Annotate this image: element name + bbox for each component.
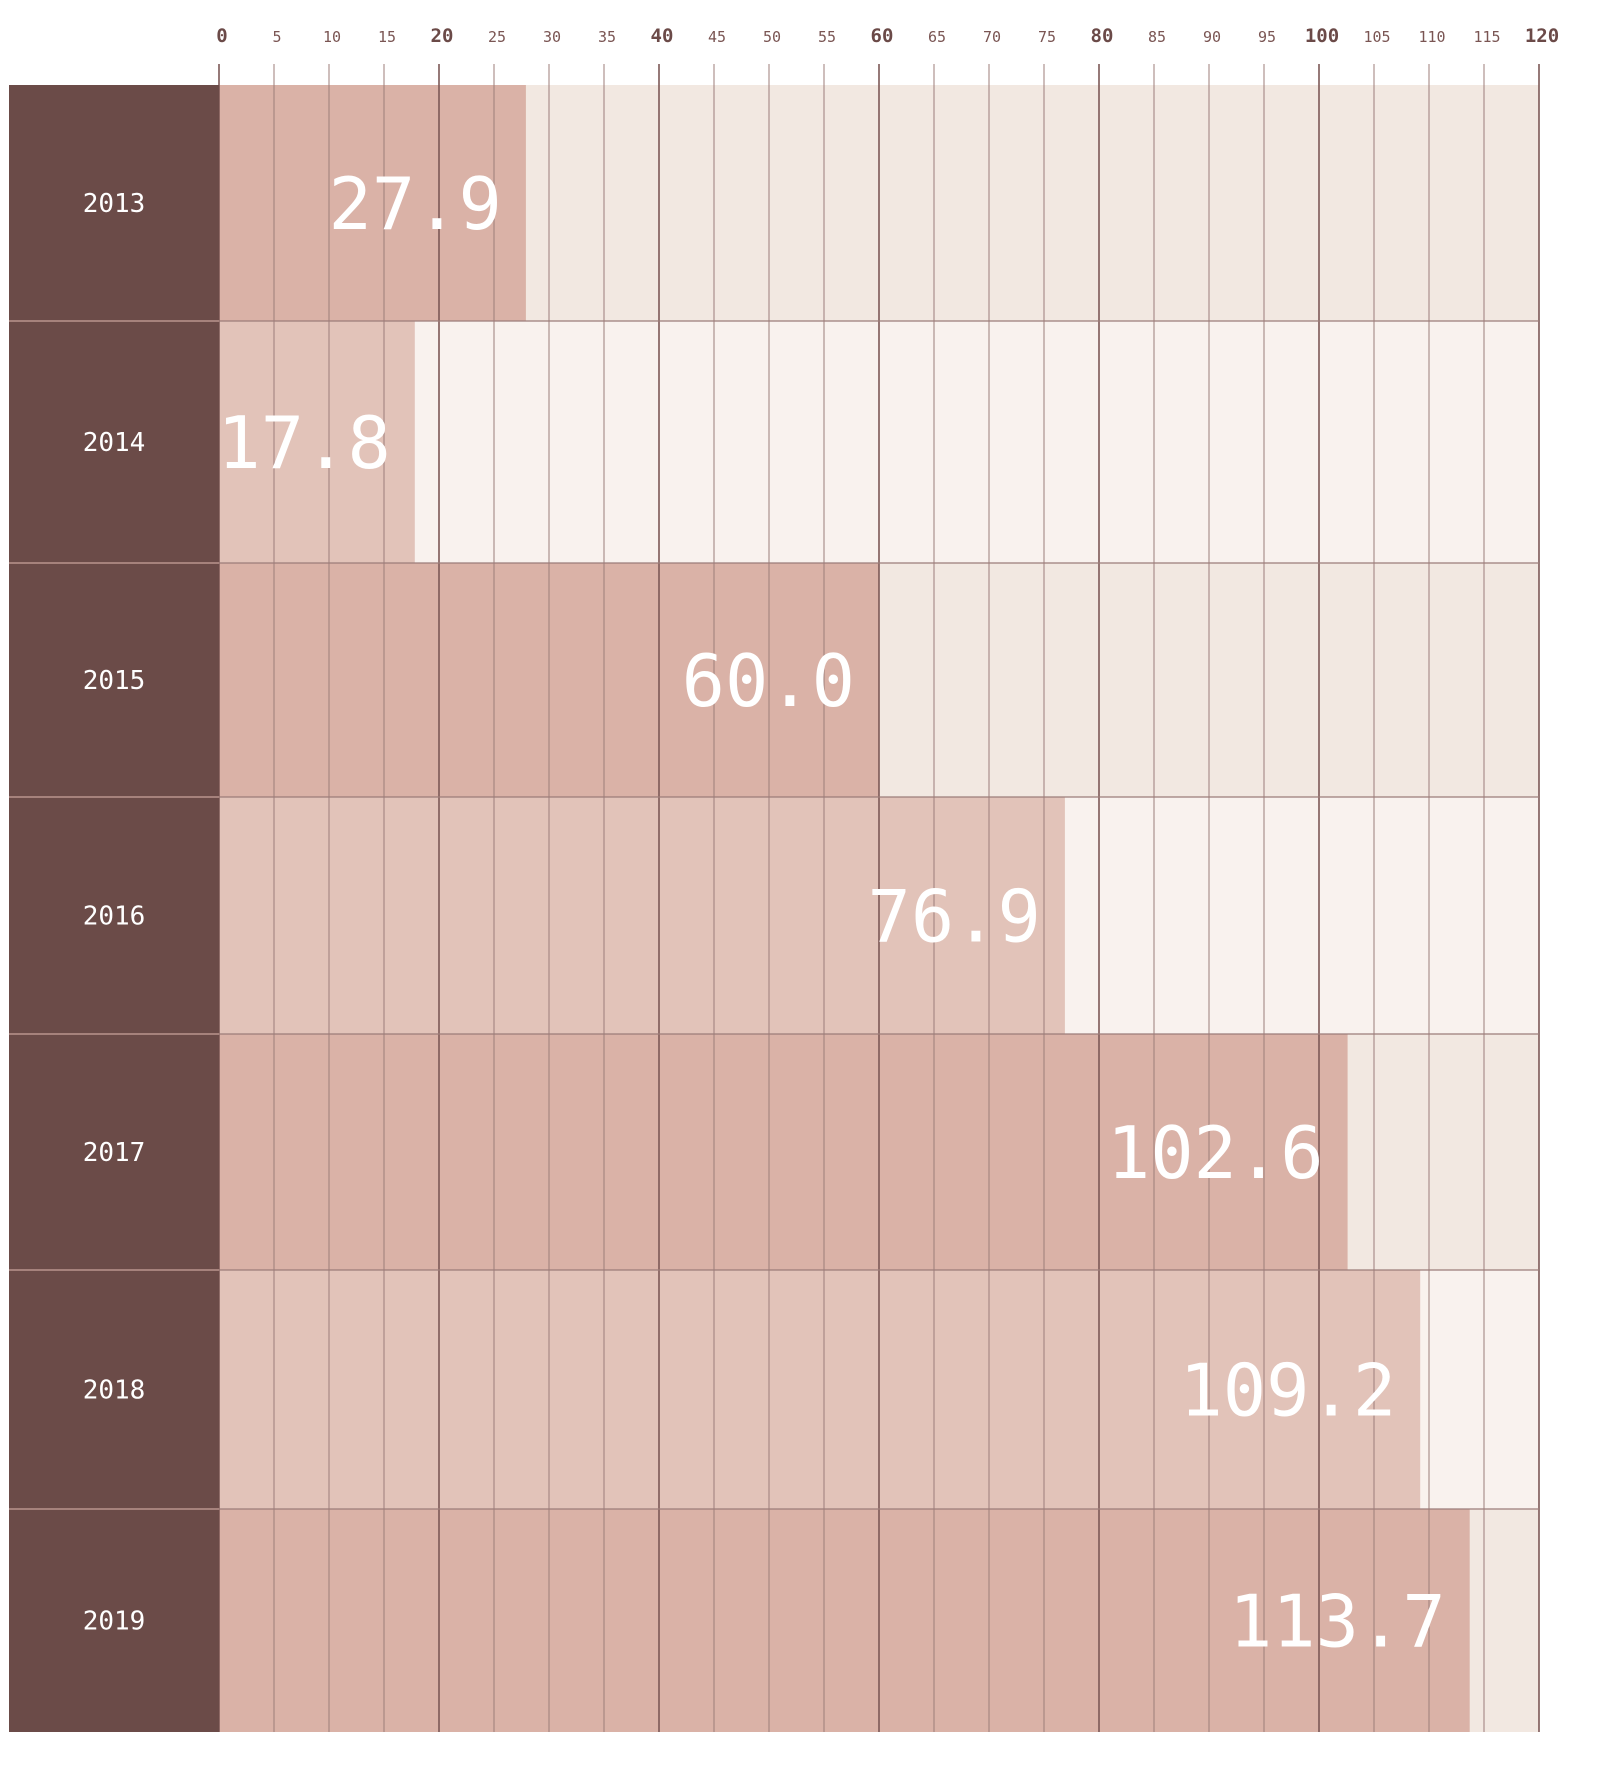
tick-label: 115	[1473, 28, 1500, 46]
tick-label: 120	[1525, 25, 1559, 47]
tick-label: 5	[272, 28, 281, 46]
data-label: 102.6	[1107, 1111, 1324, 1195]
tick-label: 50	[763, 28, 781, 46]
category-label: 2014	[83, 428, 146, 458]
tick-label: 25	[488, 28, 506, 46]
data-label: 60.0	[682, 639, 855, 723]
tick-label: 20	[431, 25, 454, 47]
data-label: 109.2	[1179, 1349, 1396, 1433]
tick-label: 55	[818, 28, 836, 46]
tick-label: 75	[1038, 28, 1056, 46]
category-label: 2017	[83, 1138, 146, 1168]
tick-label: 85	[1148, 28, 1166, 46]
bar	[219, 1034, 1348, 1270]
tick-label: 110	[1418, 28, 1445, 46]
category-label: 2013	[83, 189, 146, 219]
category-label: 2015	[83, 666, 146, 696]
data-label: 113.7	[1229, 1580, 1446, 1664]
category-label: 2019	[83, 1607, 146, 1637]
tick-label: 35	[598, 28, 616, 46]
tick-label: 30	[543, 28, 561, 46]
data-label: 76.9	[868, 875, 1041, 959]
tick-label: 60	[871, 25, 894, 47]
tick-label: 15	[378, 28, 396, 46]
tick-label: 80	[1091, 25, 1114, 47]
tick-label: 40	[651, 25, 674, 47]
tick-label: 0	[216, 25, 227, 47]
bar	[219, 797, 1065, 1034]
bar	[219, 1509, 1470, 1732]
category-band	[9, 85, 219, 1732]
bar	[219, 1270, 1421, 1509]
tick-label: 95	[1258, 28, 1276, 46]
tick-label: 105	[1363, 28, 1390, 46]
category-label: 2016	[83, 902, 146, 932]
tick-label: 90	[1203, 28, 1221, 46]
category-label: 2018	[83, 1376, 146, 1406]
tick-label: 100	[1305, 25, 1339, 47]
tick-label: 10	[323, 28, 341, 46]
tick-label: 70	[983, 28, 1001, 46]
tick-label: 65	[928, 28, 946, 46]
bar	[219, 321, 415, 563]
data-label: 17.8	[217, 401, 390, 485]
bar	[219, 85, 526, 321]
tick-label: 45	[708, 28, 726, 46]
data-label: 27.9	[329, 162, 502, 246]
